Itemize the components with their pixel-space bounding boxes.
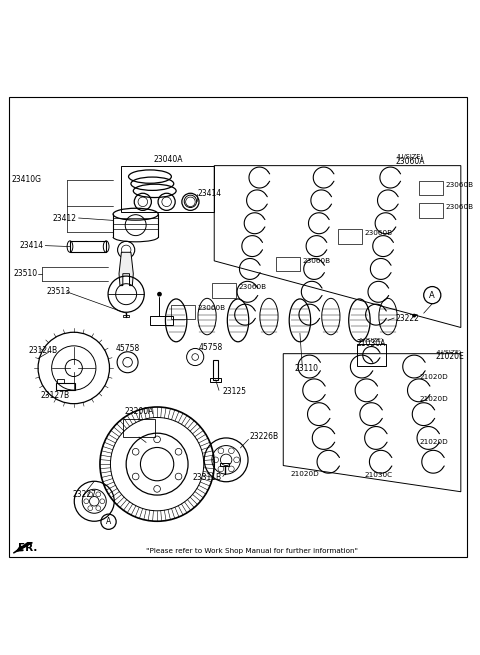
Text: 45758: 45758 bbox=[116, 345, 140, 354]
Text: 23060B: 23060B bbox=[364, 231, 392, 236]
Text: "Please refer to Work Shop Manual for further information": "Please refer to Work Shop Manual for fu… bbox=[146, 548, 358, 554]
Text: 23124B: 23124B bbox=[29, 346, 58, 355]
Bar bbox=[212, 283, 236, 297]
Text: 45758: 45758 bbox=[199, 343, 223, 352]
Text: 23060B: 23060B bbox=[302, 258, 330, 264]
Bar bbox=[276, 257, 300, 271]
Circle shape bbox=[412, 314, 416, 318]
Text: 21030C: 21030C bbox=[364, 472, 393, 478]
Text: 23226B: 23226B bbox=[250, 432, 279, 441]
Text: 23060B: 23060B bbox=[445, 181, 473, 188]
Bar bbox=[123, 419, 155, 437]
Text: 23412: 23412 bbox=[52, 214, 76, 223]
Text: 23110: 23110 bbox=[294, 364, 318, 373]
Bar bbox=[56, 383, 75, 390]
Text: 23125: 23125 bbox=[223, 387, 247, 396]
Text: 21030A: 21030A bbox=[357, 339, 386, 348]
Text: 23414: 23414 bbox=[19, 241, 43, 250]
Polygon shape bbox=[13, 543, 32, 553]
Text: 23040A: 23040A bbox=[153, 155, 182, 164]
Text: (U/SIZE): (U/SIZE) bbox=[437, 350, 462, 355]
Text: 21020D: 21020D bbox=[420, 374, 448, 380]
Text: 23410G: 23410G bbox=[12, 176, 42, 185]
Text: 23060B: 23060B bbox=[198, 305, 226, 312]
Text: 23060B: 23060B bbox=[445, 204, 473, 210]
Text: 21020D: 21020D bbox=[420, 439, 448, 445]
Bar bbox=[213, 360, 218, 380]
Text: 23510: 23510 bbox=[13, 269, 37, 278]
Text: 23311B: 23311B bbox=[192, 474, 222, 483]
Text: 21020E: 21020E bbox=[435, 352, 464, 360]
Bar bbox=[123, 314, 130, 317]
Bar bbox=[338, 229, 362, 244]
Text: FR.: FR. bbox=[18, 544, 37, 553]
Text: (U/SIZE): (U/SIZE) bbox=[397, 154, 424, 160]
Text: 23227: 23227 bbox=[72, 490, 96, 498]
Text: 23060B: 23060B bbox=[238, 284, 266, 290]
Text: 23513: 23513 bbox=[47, 288, 71, 296]
Text: 23414: 23414 bbox=[198, 189, 222, 198]
Bar bbox=[357, 344, 385, 365]
Bar bbox=[419, 203, 443, 217]
Bar bbox=[150, 316, 173, 325]
Text: 23200A: 23200A bbox=[124, 407, 154, 416]
Bar bbox=[70, 241, 106, 252]
Text: 23222: 23222 bbox=[395, 314, 419, 324]
Text: A: A bbox=[430, 291, 435, 299]
Text: 23060A: 23060A bbox=[396, 157, 425, 166]
Text: A: A bbox=[106, 517, 111, 526]
Circle shape bbox=[157, 291, 162, 297]
Bar bbox=[121, 166, 214, 212]
Polygon shape bbox=[119, 252, 133, 286]
Bar bbox=[220, 462, 229, 466]
Bar bbox=[419, 181, 443, 195]
Text: (U/SIZE): (U/SIZE) bbox=[359, 339, 384, 343]
Text: 23127B: 23127B bbox=[40, 390, 70, 400]
Text: 21020D: 21020D bbox=[420, 396, 448, 402]
Bar bbox=[57, 379, 64, 383]
Bar bbox=[210, 379, 221, 383]
Bar bbox=[171, 305, 195, 319]
Text: 21020D: 21020D bbox=[290, 471, 319, 477]
